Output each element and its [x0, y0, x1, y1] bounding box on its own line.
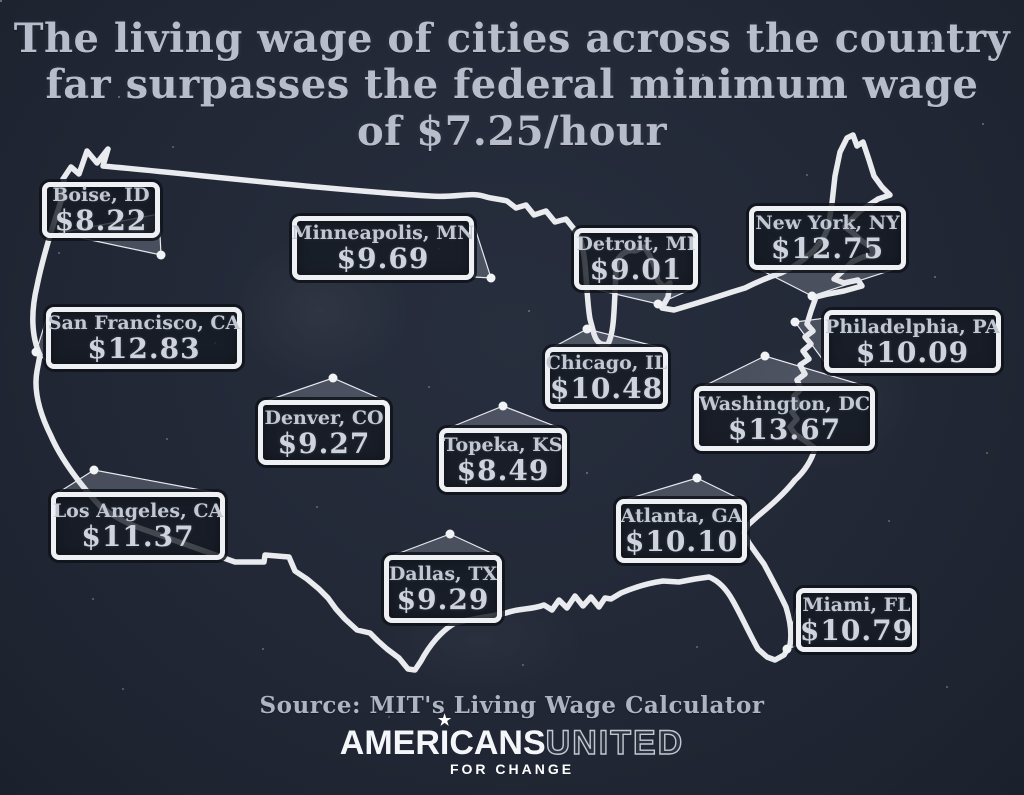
callout-chicago: Chicago, IL $10.48	[545, 347, 668, 409]
pointer-denver	[262, 377, 389, 403]
pointer-los-angeles	[53, 469, 223, 495]
callout-boise: Boise, ID $8.22	[42, 182, 160, 238]
callout-new-york: New York, NY $12.75	[749, 206, 906, 270]
city-name: Los Angeles, CA	[52, 500, 224, 522]
pointer-minneapolis	[473, 224, 492, 279]
city-wage: $11.37	[81, 520, 195, 553]
city-name: Washington, DC	[699, 392, 870, 415]
city-name: Minneapolis, MN	[291, 222, 475, 244]
logo-text-cans: CANS	[449, 724, 546, 762]
pointer-detroit	[589, 287, 695, 305]
callout-philadelphia: Philadelphia, PA $10.09	[824, 310, 1001, 373]
city-dot-new-york	[807, 291, 817, 301]
americans-united-logo: AMER ★ ICANSUNITED FOR CHANGE	[0, 713, 1024, 777]
title-line-3: of $7.25/hour	[356, 107, 668, 155]
city-wage: $9.27	[277, 426, 371, 460]
city-dot-san-francisco	[31, 347, 41, 357]
city-wage: $10.79	[799, 614, 914, 647]
callout-dallas: Dallas, TX $9.29	[384, 555, 502, 623]
callout-detroit: Detroit, MI $9.01	[574, 228, 698, 290]
city-wage: $9.01	[589, 253, 683, 286]
city-dot-detroit	[653, 299, 663, 309]
star-icon: ★	[437, 712, 452, 729]
city-dot-los-angeles	[89, 465, 99, 475]
city-wage: $8.49	[456, 454, 550, 487]
city-wage: $12.83	[87, 332, 201, 365]
callout-los-angeles: Los Angeles, CA $11.37	[51, 492, 225, 560]
city-wage: $13.67	[727, 412, 842, 446]
city-wage: $12.75	[770, 232, 885, 265]
chalk-speckles	[0, 0, 2, 2]
logo-text-amer: AMER	[339, 724, 440, 762]
callout-topeka: Topeka, KS $8.49	[439, 428, 567, 492]
pointer-atlanta	[620, 477, 745, 502]
city-dot-philadelphia	[790, 317, 800, 327]
city-dot-denver	[328, 373, 338, 383]
city-wage: $9.69	[336, 242, 430, 275]
logo-i-letter: I	[439, 724, 450, 762]
city-wage: $10.48	[549, 372, 664, 405]
city-dot-washington	[760, 351, 770, 361]
city-dot-miami	[782, 644, 792, 654]
city-name: Atlanta, GA	[620, 505, 743, 527]
city-dot-boise	[156, 250, 166, 260]
city-name: Denver, CO	[264, 406, 384, 429]
callout-washington: Washington, DC $13.67	[694, 386, 875, 451]
city-dot-chicago	[582, 324, 592, 334]
city-name: San Francisco, CA	[47, 312, 241, 334]
city-name: Dallas, TX	[388, 563, 498, 585]
logo-text-united: UNITED	[545, 724, 685, 762]
city-wage: $10.09	[855, 335, 970, 369]
city-name: Topeka, KS	[443, 434, 563, 456]
callout-atlanta: Atlanta, GA $10.10	[616, 499, 747, 563]
city-wage: $10.10	[624, 525, 739, 558]
city-wage: $8.22	[54, 204, 148, 237]
city-dot-atlanta	[692, 473, 702, 483]
pointer-chicago	[549, 328, 667, 350]
logo-tagline: FOR CHANGE	[449, 761, 575, 777]
city-name: New York, NY	[755, 212, 900, 234]
city-dot-dallas	[445, 529, 455, 539]
logo-wordmark: AMER ★ ICANSUNITED	[0, 713, 1024, 762]
pointer-dallas	[388, 533, 501, 558]
city-dots	[31, 250, 817, 654]
callout-miami: Miami, FL $10.79	[796, 588, 917, 652]
city-name: Philadelphia, PA	[825, 315, 1000, 338]
city-dot-minneapolis	[486, 273, 496, 283]
city-wage: $9.29	[396, 583, 490, 616]
city-name: Detroit, MI	[576, 233, 696, 255]
callout-minneapolis: Minneapolis, MN $9.69	[291, 216, 475, 280]
source-credit: Source: MIT's Living Wage Calculator	[259, 692, 765, 719]
title-line-1: The living wage of cities across the cou…	[13, 15, 1011, 62]
callout-san-francisco: San Francisco, CA $12.83	[46, 307, 242, 369]
us-map-outline	[30, 132, 893, 673]
logo-text-i: ★ I	[438, 713, 451, 762]
city-dot-topeka	[498, 401, 508, 411]
page-title: The living wage of cities across the cou…	[0, 15, 1024, 155]
title-line-2: far surpasses the federal minimum wage	[45, 61, 979, 109]
city-name: Miami, FL	[802, 594, 911, 616]
city-name: Chicago, IL	[545, 352, 668, 374]
city-name: Boise, ID	[52, 184, 150, 206]
callout-denver: Denver, CO $9.27	[258, 400, 390, 465]
